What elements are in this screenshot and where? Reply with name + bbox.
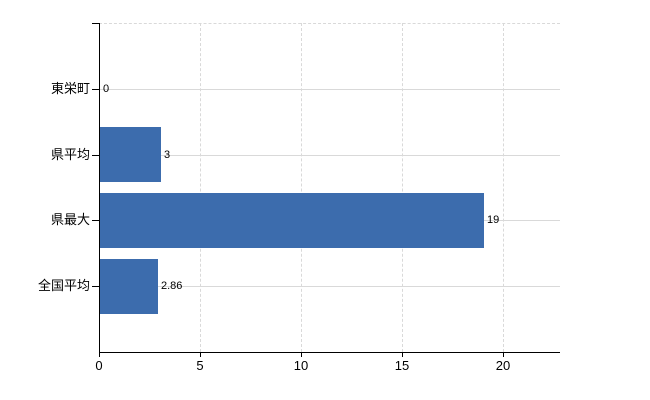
y-axis-tick xyxy=(92,220,99,221)
y-axis-label: 東栄町 xyxy=(50,81,90,96)
y-axis-tick xyxy=(92,89,99,90)
y-axis-line xyxy=(99,23,100,357)
x-axis-tick-label: 0 xyxy=(95,358,103,373)
gridline-horizontal xyxy=(99,89,560,90)
gridline-horizontal xyxy=(99,155,560,156)
gridline-vertical xyxy=(503,23,504,352)
x-axis-tick xyxy=(503,353,504,357)
bar xyxy=(100,127,161,182)
y-axis-tick xyxy=(92,286,99,287)
y-axis-label: 全国平均 xyxy=(37,278,90,293)
x-axis-line xyxy=(99,352,560,353)
bar xyxy=(100,193,484,248)
bar-value-label: 2.86 xyxy=(161,280,183,292)
x-axis-tick-label: 15 xyxy=(394,358,410,373)
x-axis-tick-label: 20 xyxy=(495,358,511,373)
bar-value-label: 0 xyxy=(103,83,110,95)
y-axis-tick xyxy=(92,23,99,24)
x-axis-tick xyxy=(200,353,201,357)
x-axis-tick xyxy=(402,353,403,357)
bar-value-label: 3 xyxy=(164,149,171,161)
bar-value-label: 19 xyxy=(487,214,500,226)
x-axis-tick xyxy=(99,353,100,357)
y-axis-label: 県最大 xyxy=(50,212,90,227)
gridline-vertical xyxy=(402,23,403,352)
x-axis-tick-label: 5 xyxy=(196,358,204,373)
gridline-horizontal xyxy=(99,286,560,287)
y-axis-tick xyxy=(92,155,99,156)
gridline-vertical xyxy=(301,23,302,352)
bar xyxy=(100,259,158,314)
x-axis-tick-label: 10 xyxy=(293,358,309,373)
x-axis-tick xyxy=(301,353,302,357)
plot-top-border xyxy=(99,23,560,24)
gridline-vertical xyxy=(200,23,201,352)
y-axis-label: 県平均 xyxy=(50,147,90,162)
